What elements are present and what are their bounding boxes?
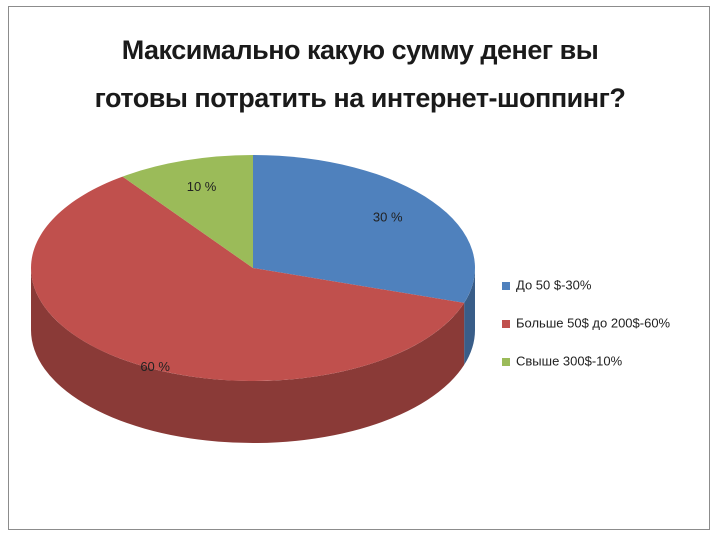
pie-slice: [253, 155, 476, 303]
data-label: 10 %: [187, 179, 217, 194]
pie-side: [31, 268, 465, 444]
legend-swatch: [502, 282, 510, 290]
data-label: 60 %: [140, 359, 170, 374]
chart-frame: [8, 6, 710, 530]
pie-side: [464, 268, 475, 365]
pie-slice: [31, 176, 465, 381]
legend-swatch: [502, 358, 510, 366]
legend-label: До 50 $-30%: [516, 277, 592, 292]
chart-title: Максимально какую сумму денег вы готовы …: [94, 35, 626, 113]
legend-label: Свыше 300$-10%: [516, 353, 623, 368]
data-label: 30 %: [373, 210, 403, 225]
pie-slice: [122, 155, 253, 268]
legend-label: Больше 50$ до 200$-60%: [516, 315, 671, 330]
legend-swatch: [502, 320, 510, 328]
